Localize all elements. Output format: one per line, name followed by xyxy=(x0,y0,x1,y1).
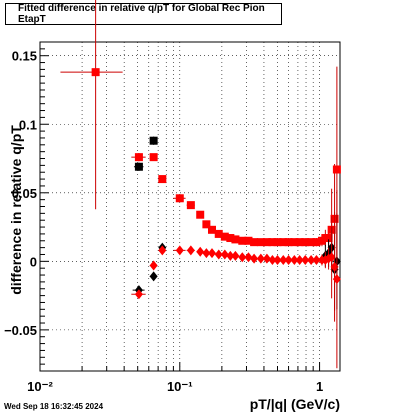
data-point-square xyxy=(186,201,195,210)
y-axis-title: difference in relative q/pT xyxy=(8,125,24,295)
data-point-square xyxy=(208,225,217,234)
x-tick-label: 10⁻¹ xyxy=(167,379,193,394)
data-point-square xyxy=(149,136,158,145)
data-point-diamond xyxy=(307,254,316,265)
data-point-diamond xyxy=(220,249,229,260)
timestamp: Wed Sep 18 16:32:45 2024 xyxy=(4,402,104,411)
data-point-diamond xyxy=(186,245,195,256)
data-point-diamond xyxy=(262,253,271,264)
x-tick-label: 1 xyxy=(316,379,323,394)
data-point-diamond xyxy=(256,253,265,264)
y-tick-label: 0 xyxy=(30,254,37,269)
data-point-diamond xyxy=(134,289,143,300)
data-point-square xyxy=(273,238,282,247)
data-point-square xyxy=(324,234,333,243)
data-point-diamond xyxy=(231,250,240,261)
data-point-diamond xyxy=(244,252,253,263)
data-point-square xyxy=(231,235,240,244)
data-point-square xyxy=(202,220,211,229)
data-point-diamond xyxy=(273,254,282,265)
data-point-square xyxy=(301,238,310,247)
data-point-diamond xyxy=(250,253,259,264)
data-point-square xyxy=(226,234,235,243)
data-point-diamond xyxy=(226,250,235,261)
data-point-square xyxy=(214,229,223,238)
data-point-diamond xyxy=(158,245,167,256)
data-point-square xyxy=(158,175,167,184)
x-axis-title: pT/|q| (GeV/c) xyxy=(250,396,340,412)
data-point-square xyxy=(134,153,143,162)
data-point-diamond xyxy=(312,254,321,265)
data-point-diamond xyxy=(202,248,211,259)
data-point-diamond xyxy=(149,271,158,282)
data-point-square xyxy=(175,194,184,203)
data-point-square xyxy=(196,210,205,219)
y-tick-label: 0.1 xyxy=(19,117,37,132)
y-tick-label: −0.05 xyxy=(4,323,37,338)
data-point-square xyxy=(262,238,271,247)
data-point-square xyxy=(332,165,341,174)
data-point-square xyxy=(290,238,299,247)
data-point-diamond xyxy=(208,248,217,259)
axes: 0.15 0.1 0.05 0 −0.05 10⁻² 10⁻¹ 1 xyxy=(4,41,323,394)
data-point-diamond xyxy=(268,254,277,265)
data-point-diamond xyxy=(332,274,341,285)
data-point-square xyxy=(91,68,100,77)
data-point-square xyxy=(279,238,288,247)
y-tick-label: 0.15 xyxy=(12,49,37,64)
data-point-square xyxy=(312,238,321,247)
data-point-diamond xyxy=(196,246,205,257)
chart-title-box: Fitted difference in relative q/pT for G… xyxy=(5,3,282,25)
data-point-square xyxy=(134,162,143,171)
data-point-square xyxy=(244,236,253,245)
data-point-diamond xyxy=(214,249,223,260)
data-point-diamond xyxy=(284,254,293,265)
data-point-diamond xyxy=(295,254,304,265)
data-point-square xyxy=(149,153,158,162)
data-point-square xyxy=(256,238,265,247)
data-point-square xyxy=(295,238,304,247)
data-point-diamond xyxy=(301,254,310,265)
data-point-square xyxy=(250,238,259,247)
data-marks xyxy=(60,0,341,369)
y-tick-label: 0.05 xyxy=(12,186,37,201)
data-point-diamond xyxy=(149,260,158,271)
data-point-square xyxy=(220,232,229,241)
x-tick-label: 10⁻² xyxy=(27,379,53,394)
data-point-diamond xyxy=(175,245,184,256)
chart-title: Fitted difference in relative q/pT for G… xyxy=(18,3,265,25)
data-point-diamond xyxy=(279,254,288,265)
data-point-diamond xyxy=(238,252,247,263)
data-point-diamond xyxy=(290,254,299,265)
data-point-square xyxy=(268,238,277,247)
data-point-square xyxy=(284,238,293,247)
data-point-diamond xyxy=(327,252,336,263)
data-point-square xyxy=(238,236,247,245)
data-point-square xyxy=(307,238,316,247)
